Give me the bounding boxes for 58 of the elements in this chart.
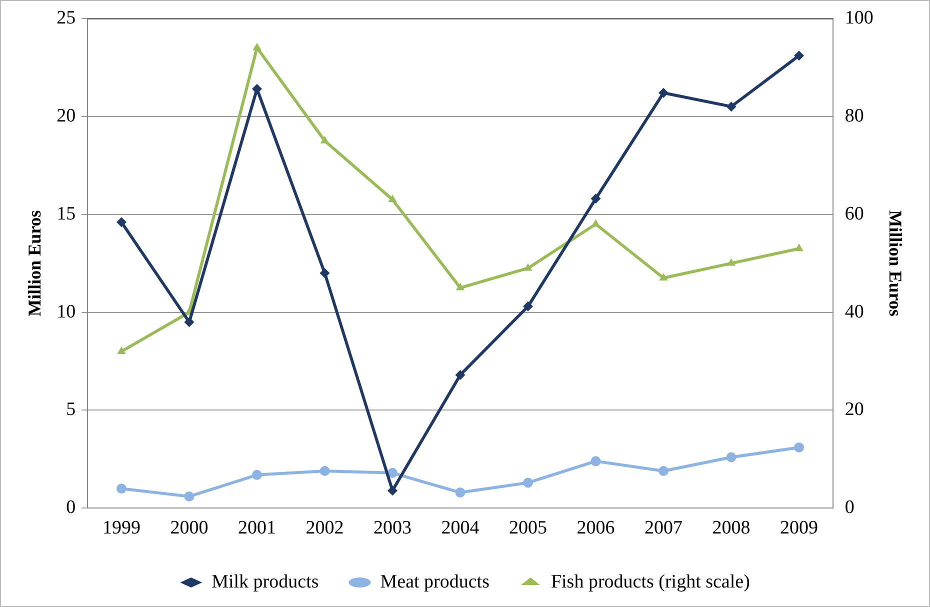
point — [252, 470, 262, 480]
y-tick-label: 25 — [56, 7, 76, 28]
point — [794, 442, 804, 452]
x-tick-label: 2008 — [712, 518, 750, 539]
point — [523, 301, 534, 312]
legend-label: Fish products (right scale) — [550, 571, 750, 592]
point — [658, 88, 669, 98]
x-tick-label: 2006 — [576, 518, 615, 539]
point — [320, 136, 330, 144]
point — [590, 194, 601, 204]
x-tick-label: 2001 — [238, 518, 276, 539]
point — [455, 488, 466, 498]
y2-tick-label: 60 — [844, 203, 864, 224]
point — [726, 452, 736, 462]
y2-tick-label: 0 — [844, 497, 854, 518]
point — [184, 317, 194, 328]
point — [252, 42, 262, 50]
point — [659, 272, 668, 280]
y-tick-label: 20 — [56, 105, 76, 126]
legend-label: Meat products — [380, 571, 490, 592]
point — [794, 50, 804, 61]
point — [455, 370, 466, 380]
point — [794, 244, 804, 252]
x-tick-label: 2007 — [644, 518, 683, 539]
point — [388, 194, 397, 202]
x-tick-label: 2002 — [306, 518, 344, 539]
point — [320, 466, 330, 476]
y2-tick-label: 80 — [844, 105, 864, 126]
point — [726, 258, 736, 266]
x-tick-label: 2003 — [373, 518, 412, 539]
point — [387, 486, 398, 496]
point — [590, 456, 601, 466]
y-tick-label: 5 — [66, 399, 76, 420]
point — [456, 282, 465, 290]
point — [387, 468, 398, 478]
x-tick-label: 2009 — [780, 518, 818, 539]
x-tick-label: 2000 — [170, 518, 208, 539]
legend-label: Milk products — [212, 571, 319, 592]
y2-tick-label: 100 — [844, 7, 874, 28]
y-tick-label: 0 — [66, 497, 76, 518]
x-tick-label: 2005 — [509, 518, 548, 539]
y-axis-title: Million Euros — [24, 210, 44, 316]
y-tick-label: 15 — [56, 203, 76, 224]
y2-axis-title: Million Euros — [886, 210, 906, 316]
point — [116, 217, 126, 228]
point — [320, 268, 330, 278]
y-tick-label: 10 — [56, 301, 76, 322]
y2-tick-label: 40 — [844, 301, 864, 322]
point — [116, 484, 126, 494]
x-tick-label: 1999 — [102, 518, 140, 539]
point — [523, 478, 534, 488]
point — [524, 263, 532, 271]
y2-tick-label: 20 — [844, 399, 864, 420]
point — [184, 491, 194, 502]
point — [658, 466, 669, 476]
point — [117, 346, 126, 354]
x-tick-label: 2004 — [441, 518, 480, 539]
point — [726, 102, 736, 112]
